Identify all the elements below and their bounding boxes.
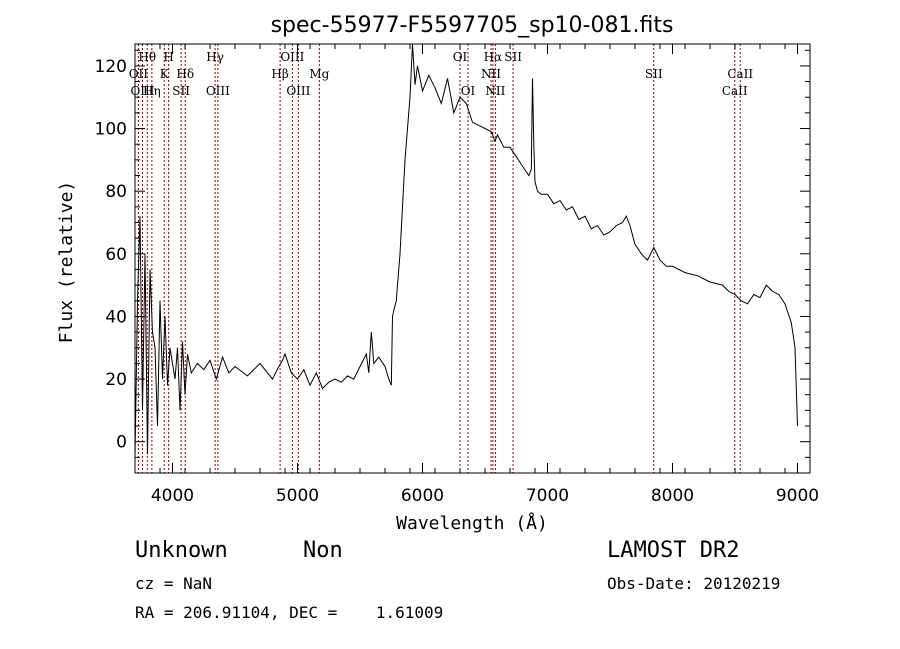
x-tick-label: 5000 [276, 486, 319, 506]
chart-title: spec-55977-F5597705_sp10-081.fits [271, 13, 674, 38]
observation-date: Obs-Date: 20120219 [607, 574, 781, 593]
spectral-line-label: Hθ [138, 50, 156, 64]
coordinates-text: RA = 206.91104, DEC = 1.61009 [135, 603, 444, 622]
object-class: Unknown [135, 538, 228, 563]
spectral-line-label: OIII [130, 84, 154, 98]
y-tick-label: 120 [95, 57, 127, 77]
y-tick-label: 80 [105, 182, 127, 202]
spectral-line-label: CaII [722, 84, 748, 98]
x-tick-label: 4000 [151, 486, 194, 506]
y-axis-label: Flux (relative) [56, 181, 77, 344]
spectral-line-label: OIII [280, 50, 304, 64]
spectral-line-label: Mg [309, 67, 329, 81]
spectral-line-label: OI [461, 84, 476, 98]
spectral-line-label: Hα [484, 50, 503, 64]
spectral-line-label: H [163, 50, 173, 64]
x-axis-label: Wavelength (Å) [396, 512, 548, 534]
survey-name: LAMOST DR2 [607, 538, 740, 563]
object-subclass: Non [303, 538, 343, 563]
axis-ticks: 4000 5000 6000 7000 8000 9000 0 20 40 60 80 100 120 [95, 44, 819, 506]
spectrum-series-line [134, 43, 798, 458]
spectral-line-label: K [160, 67, 170, 81]
spectral-line-label: NII [481, 67, 501, 81]
y-tick-label: 20 [105, 370, 127, 390]
spectral-line-label: NII [485, 84, 505, 98]
spectral-line-label: CaII [727, 67, 753, 81]
spectral-line-label: OI [453, 50, 468, 64]
y-tick-label: 40 [105, 307, 127, 327]
x-tick-label: 7000 [526, 486, 569, 506]
x-tick-label: 6000 [401, 486, 444, 506]
spectral-line-label: Hη [143, 84, 161, 98]
redshift-text: cz = NaN [135, 574, 213, 593]
x-tick-label: 9000 [776, 486, 819, 506]
plot-frame [134, 43, 811, 474]
x-tick-label: 8000 [651, 486, 694, 506]
y-tick-label: 60 [105, 245, 127, 265]
spectral-line-label: OIII [286, 84, 310, 98]
spectral-line-label: SII [172, 84, 190, 98]
y-tick-label: 0 [116, 433, 127, 453]
y-tick-label: 100 [95, 120, 127, 140]
spectral-line-label: Hδ [176, 67, 194, 81]
spectral-line-label: Hγ [206, 50, 224, 64]
spectral-line-label: SII [645, 67, 663, 81]
spectral-line-label: Hβ [271, 67, 288, 81]
spectral-line-label: OIII [206, 84, 230, 98]
spectral-line-label: OII [129, 67, 149, 81]
spectral-line-label: SII [504, 50, 522, 64]
